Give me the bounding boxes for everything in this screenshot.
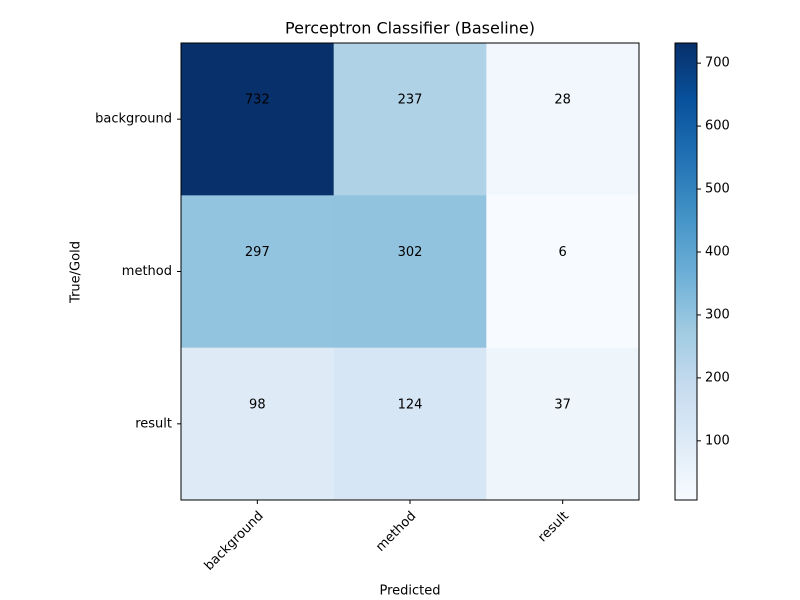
- colorbar-tick-label: 300: [705, 307, 730, 322]
- cell-label: 28: [554, 93, 571, 108]
- cell-label: 302: [398, 245, 423, 260]
- heatmap-cell: [333, 347, 487, 501]
- x-axis-label: Predicted: [379, 584, 440, 599]
- heatmap-cell: [333, 195, 487, 349]
- cell-label: 732: [245, 93, 270, 108]
- cell-label: 6: [559, 245, 567, 260]
- colorbar-tick-label: 400: [705, 244, 730, 259]
- heatmap-cell: [181, 43, 335, 196]
- cell-label: 124: [398, 397, 423, 412]
- y-axis-label: True/Gold: [69, 241, 84, 304]
- colorbar-tick-label: 200: [705, 370, 730, 385]
- colorbar-tick-label: 600: [705, 119, 730, 134]
- heatmap-cell: [486, 43, 640, 196]
- colorbar: [674, 42, 698, 501]
- cell-label: 297: [245, 245, 270, 260]
- y-tick-label: background: [95, 112, 172, 127]
- heatmap-cell: [486, 347, 640, 501]
- colorbar-tick-label: 100: [705, 433, 730, 448]
- heatmap-cell: [486, 195, 640, 349]
- y-tick-label: result: [135, 416, 172, 431]
- x-tick-label: background: [202, 509, 267, 574]
- chart-title: Perceptron Classifier (Baseline): [285, 19, 535, 38]
- colorbar-tick-label: 700: [705, 56, 730, 71]
- cell-label: 37: [554, 397, 571, 412]
- x-tick-label: result: [535, 509, 572, 546]
- cell-label: 237: [398, 93, 423, 108]
- x-tick-label: method: [373, 509, 419, 555]
- heatmap-cell: [333, 43, 487, 196]
- colorbar-tick-label: 500: [705, 182, 730, 197]
- heatmap-cell: [181, 195, 335, 349]
- y-tick-label: method: [122, 264, 172, 279]
- heatmap-cell: [181, 347, 335, 501]
- cell-label: 98: [249, 397, 266, 412]
